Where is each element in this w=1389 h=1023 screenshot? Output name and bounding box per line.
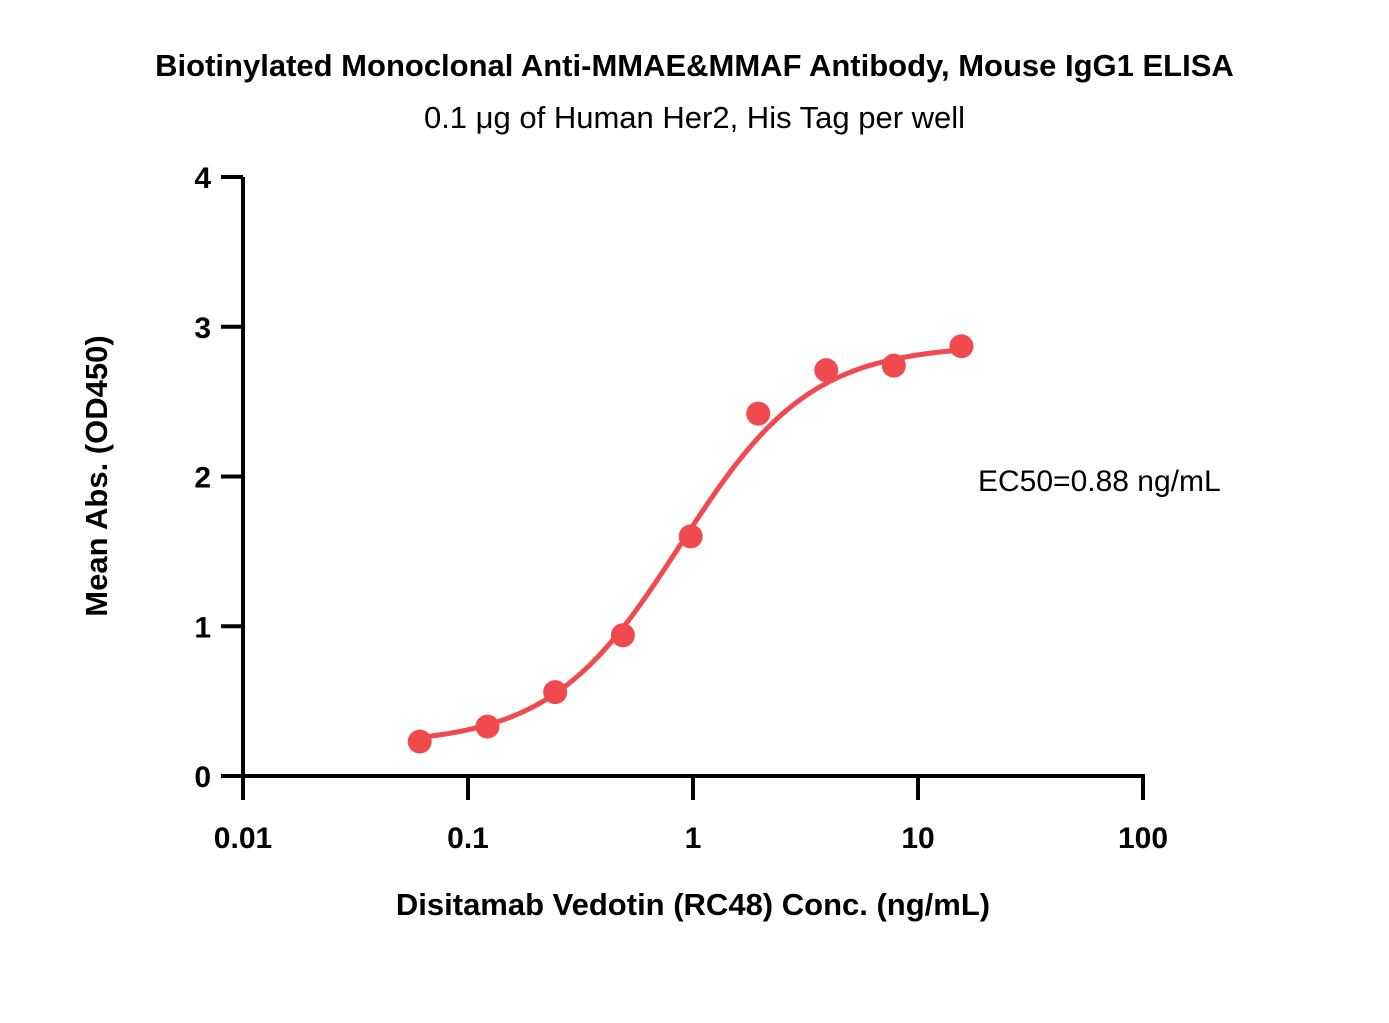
- x-tick-label: 0.1: [447, 822, 489, 855]
- tick-marks: [221, 175, 1145, 800]
- data-point: [881, 353, 906, 378]
- chart-title: Biotinylated Monoclonal Anti-MMAE&MMAF A…: [155, 48, 1234, 83]
- tick-labels: 0 1 2 3 4 0.01 0.1 1 10 100: [194, 162, 1168, 855]
- x-axis-title: Disitamab Vedotin (RC48) Conc. (ng/mL): [396, 887, 990, 922]
- data-point: [814, 358, 839, 383]
- data-point: [407, 729, 432, 754]
- data-point: [475, 714, 500, 739]
- y-tick-label: 4: [194, 162, 211, 195]
- data-point: [949, 334, 974, 359]
- y-tick-label: 0: [194, 761, 211, 794]
- ec50-annotation: EC50=0.88 ng/mL: [978, 465, 1221, 498]
- chart-subtitle: 0.1 μg of Human Her2, His Tag per well: [423, 100, 966, 135]
- data-points: [407, 334, 974, 754]
- y-tick-label: 3: [194, 312, 211, 345]
- data-point: [543, 680, 568, 705]
- y-axis-title: Mean Abs. (OD450): [79, 335, 114, 616]
- x-tick-label: 100: [1118, 822, 1168, 855]
- data-point: [610, 623, 635, 648]
- y-tick-label: 2: [194, 462, 211, 495]
- data-point: [678, 524, 703, 549]
- x-tick-label: 0.01: [214, 822, 272, 855]
- x-tick-label: 10: [901, 822, 934, 855]
- data-point: [746, 401, 771, 426]
- x-tick-label: 1: [685, 822, 702, 855]
- y-tick-label: 1: [194, 611, 211, 644]
